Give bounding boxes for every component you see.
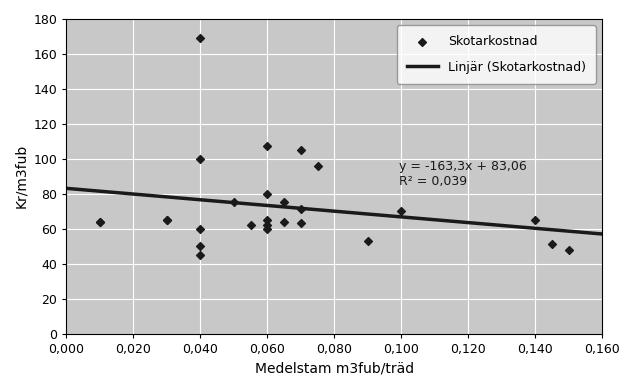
Text: y = -163,3x + 83,06
R² = 0,039: y = -163,3x + 83,06 R² = 0,039 [399, 161, 526, 189]
Skotarkostnad [195, 35, 205, 41]
Skotarkostnad [195, 243, 205, 249]
Skotarkostnad [279, 199, 289, 205]
Skotarkostnad [295, 147, 306, 153]
Skotarkostnad [564, 247, 574, 253]
Skotarkostnad [162, 217, 172, 223]
Skotarkostnad [530, 217, 540, 223]
Skotarkostnad [195, 156, 205, 162]
Skotarkostnad [279, 219, 289, 225]
Skotarkostnad [162, 217, 172, 223]
Skotarkostnad [229, 199, 239, 205]
Skotarkostnad [262, 217, 273, 223]
Skotarkostnad [94, 219, 105, 225]
Skotarkostnad [262, 191, 273, 197]
Skotarkostnad [396, 208, 406, 214]
X-axis label: Medelstam m3fub/träd: Medelstam m3fub/träd [255, 361, 414, 375]
Skotarkostnad [313, 163, 323, 169]
Skotarkostnad [363, 238, 373, 244]
Skotarkostnad [295, 206, 306, 212]
Skotarkostnad [262, 144, 273, 150]
Legend: Skotarkostnad, Linjär (Skotarkostnad): Skotarkostnad, Linjär (Skotarkostnad) [397, 25, 596, 84]
Y-axis label: Kr/m3fub: Kr/m3fub [14, 144, 28, 209]
Skotarkostnad [547, 241, 557, 247]
Skotarkostnad [195, 226, 205, 232]
Skotarkostnad [94, 219, 105, 225]
Skotarkostnad [195, 252, 205, 258]
Skotarkostnad [245, 222, 256, 228]
Skotarkostnad [262, 226, 273, 232]
Skotarkostnad [295, 220, 306, 226]
Skotarkostnad [262, 222, 273, 228]
